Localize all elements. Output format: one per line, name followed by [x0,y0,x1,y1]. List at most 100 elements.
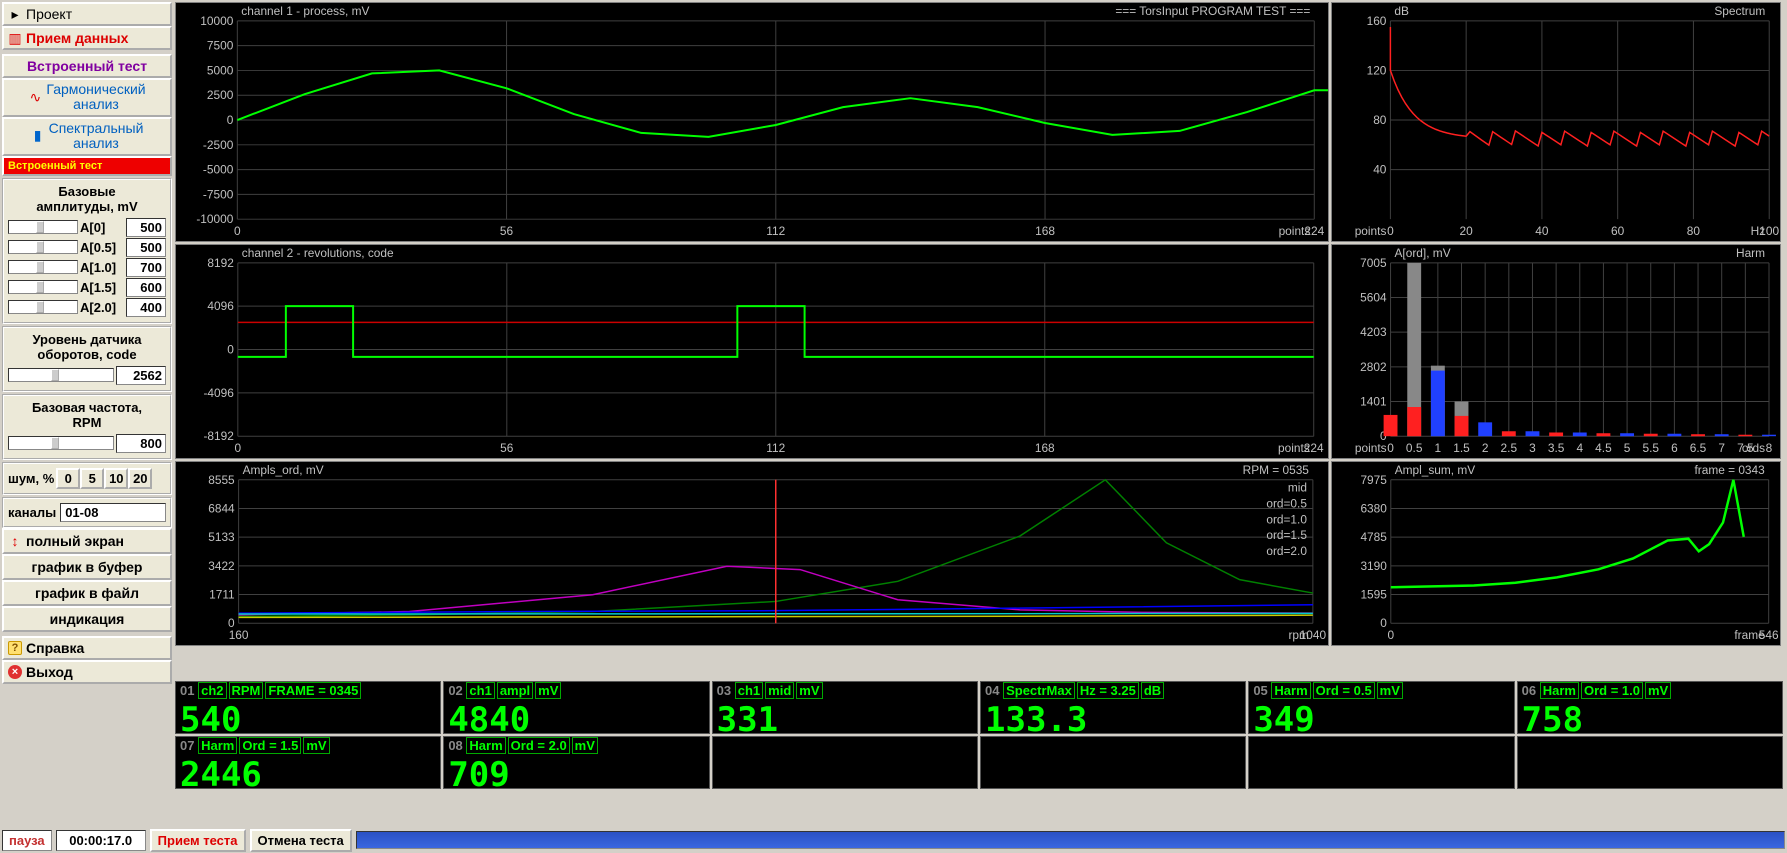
svg-text:1401: 1401 [1360,394,1387,408]
svg-text:0: 0 [227,113,234,127]
chart-spectrum: 4080120160020406080100dBSpectrumHzpoints [1331,2,1781,242]
svg-text:5133: 5133 [208,530,235,544]
amp-slider-4[interactable] [8,300,78,314]
receive-label: Прием данных [26,30,128,46]
chart-channel2: -8192-4096040968192056112168224channel 2… [175,244,1329,459]
svg-text:7005: 7005 [1360,256,1387,270]
svg-text:8555: 8555 [208,473,235,487]
builtin-test-button[interactable]: Встроенный тест [2,54,172,78]
builtin-test-bar-label: Встроенный тест [8,160,102,172]
svg-text:20: 20 [1460,224,1474,238]
noise-button-10[interactable]: 10 [104,468,128,489]
exit-button[interactable]: × Выход [2,660,172,684]
base-freq-group: Базовая частота, RPM 800 [2,394,172,460]
progress-bar [356,831,1785,849]
svg-text:points: points [1279,224,1311,238]
svg-text:1595: 1595 [1360,588,1387,602]
amp-label-2: A[1.0] [80,260,124,275]
svg-text:ord=2.0: ord=2.0 [1266,544,1307,558]
amp-label-3: A[1.5] [80,280,124,295]
amp-value-1[interactable]: 500 [126,238,166,257]
svg-text:6844: 6844 [208,501,235,515]
indication-button[interactable]: индикация [2,606,172,632]
base-freq-value[interactable]: 800 [116,434,166,453]
amp-slider-1[interactable] [8,240,78,254]
svg-text:RPM = 0535: RPM = 0535 [1243,463,1310,477]
svg-text:0: 0 [1387,441,1394,455]
sensor-value[interactable]: 2562 [116,366,166,385]
builtin-test-bar: Встроенный тест [2,156,172,176]
svg-text:Hz: Hz [1751,224,1766,238]
indication-label: индикация [50,611,125,627]
svg-text:40: 40 [1373,163,1387,177]
svg-text:8: 8 [1766,441,1773,455]
amp-value-4[interactable]: 400 [126,298,166,317]
svg-text:56: 56 [500,441,514,455]
svg-text:ord=1.5: ord=1.5 [1266,528,1307,542]
readout-04: 04 SpectrMaxHz = 3.25dB 133.3 [980,681,1246,734]
svg-text:-4096: -4096 [203,386,234,400]
svg-text:5: 5 [1624,441,1631,455]
svg-text:10000: 10000 [200,14,233,28]
svg-text:frame: frame [1734,628,1765,642]
svg-text:7975: 7975 [1360,473,1387,487]
base-freq-slider[interactable] [8,436,114,450]
svg-text:Harm: Harm [1736,246,1765,260]
amp-slider-2[interactable] [8,260,78,274]
svg-text:0.5: 0.5 [1406,441,1423,455]
channels-label: каналы [8,505,56,520]
builtin-test-label: Встроенный тест [27,58,147,74]
noise-button-20[interactable]: 20 [128,468,152,489]
svg-text:2500: 2500 [207,88,234,102]
svg-text:0: 0 [1388,628,1395,642]
svg-text:0: 0 [234,224,241,238]
svg-text:Spectrum: Spectrum [1714,4,1765,18]
project-button[interactable]: ▸ Проект [2,2,172,26]
noise-button-0[interactable]: 0 [56,468,80,489]
graph-file-label: график в файл [35,585,139,601]
svg-text:mid: mid [1288,481,1307,495]
readout-08: 08 HarmOrd = 2.0mV 709 [443,736,709,789]
svg-text:112: 112 [766,441,785,455]
svg-text:8192: 8192 [207,256,233,270]
amp-value-2[interactable]: 700 [126,258,166,277]
receive-button[interactable]: ▥ Прием данных [2,26,172,50]
amp-slider-3[interactable] [8,280,78,294]
time-display: 00:00:17.0 [56,830,146,851]
readout-empty [1517,736,1783,789]
exit-icon: × [8,665,22,679]
svg-text:7500: 7500 [207,39,234,53]
chart-ampls-ord: 0171134225133684485551601040Ampls_ord, m… [175,461,1329,646]
amp-slider-0[interactable] [8,220,78,234]
spectral-button[interactable]: ▮ Спектральный анализ [2,117,172,156]
readout-07: 07 HarmOrd = 1.5mV 2446 [175,736,441,789]
sensor-slider[interactable] [8,368,114,382]
svg-text:-8192: -8192 [203,429,233,443]
svg-text:Ampls_ord, mV: Ampls_ord, mV [243,463,324,477]
svg-text:3422: 3422 [208,559,234,573]
graph-buffer-button[interactable]: график в буфер [2,554,172,580]
amp-label-4: A[2.0] [80,300,124,315]
svg-text:5604: 5604 [1360,290,1387,304]
svg-text:112: 112 [766,224,785,238]
base-amp-title: Базовые амплитуды, mV [8,184,166,214]
svg-text:-10000: -10000 [196,212,233,226]
fullscreen-button[interactable]: ↕ полный экран [2,528,172,554]
graph-file-button[interactable]: график в файл [2,580,172,606]
noise-group: шум, % 051020 [2,462,172,495]
sensor-level-title: Уровень датчика оборотов, code [8,332,166,362]
footer: пауза 00:00:17.0 Прием теста Отмена тест… [2,829,1785,851]
amp-value-3[interactable]: 600 [126,278,166,297]
readout-02: 02 ch1amplmV 4840 [443,681,709,734]
exit-label: Выход [26,664,73,680]
noise-button-5[interactable]: 5 [80,468,104,489]
accept-test-button[interactable]: Прием теста [150,829,246,852]
harmonic-button[interactable]: ∿ Гармонический анализ [2,78,172,117]
channels-value[interactable]: 01-08 [60,503,166,522]
svg-text:3.5: 3.5 [1548,441,1565,455]
help-button[interactable]: ? Справка [2,636,172,660]
cancel-test-button[interactable]: Отмена теста [250,829,352,852]
amp-value-0[interactable]: 500 [126,218,166,237]
svg-text:1.5: 1.5 [1453,441,1470,455]
help-icon: ? [8,641,22,655]
